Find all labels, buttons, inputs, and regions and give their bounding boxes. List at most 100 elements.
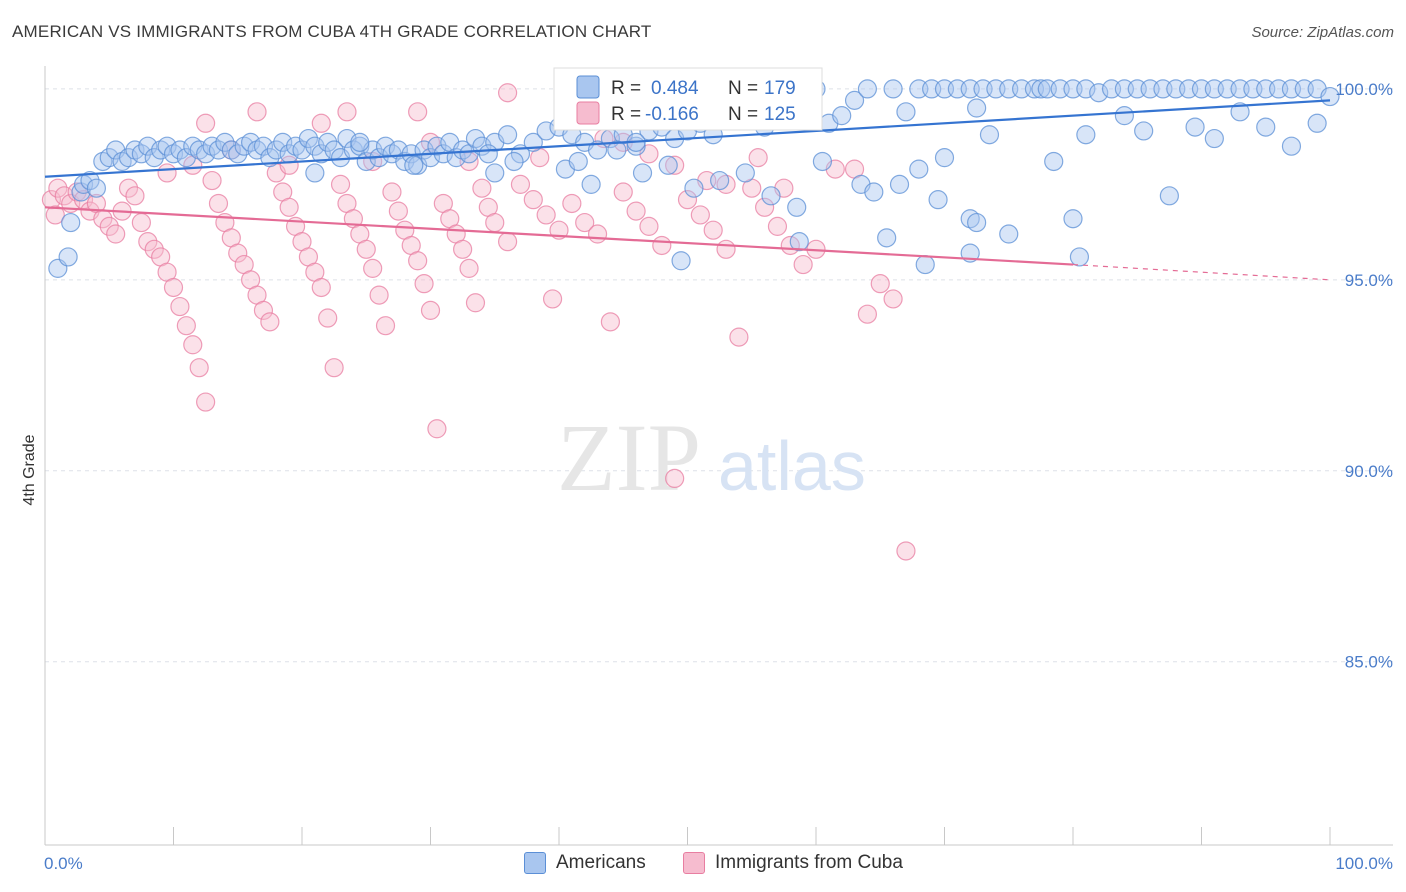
point-americans bbox=[671, 251, 691, 271]
point-americans bbox=[812, 151, 833, 172]
point-cuba bbox=[369, 285, 389, 305]
point-americans bbox=[877, 228, 897, 248]
point-cuba bbox=[408, 102, 428, 122]
point-cuba bbox=[48, 178, 68, 198]
point-americans bbox=[498, 125, 518, 145]
point-cuba bbox=[748, 148, 768, 168]
point-americans bbox=[86, 178, 107, 198]
point-cuba bbox=[208, 193, 229, 214]
point-cuba bbox=[125, 186, 145, 206]
point-americans bbox=[979, 125, 1000, 145]
point-cuba bbox=[118, 178, 139, 198]
point-americans bbox=[1159, 186, 1179, 206]
point-americans bbox=[1307, 113, 1327, 133]
point-americans bbox=[710, 170, 730, 191]
bottom-legend-label-americans: Americans bbox=[556, 852, 646, 873]
point-americans bbox=[318, 132, 338, 152]
point-americans bbox=[632, 163, 653, 183]
bottom-legend-swatch-cuba bbox=[683, 852, 705, 874]
point-americans bbox=[915, 254, 935, 275]
point-americans bbox=[581, 174, 601, 194]
point-americans bbox=[1076, 79, 1096, 99]
point-americans bbox=[292, 140, 312, 160]
point-americans bbox=[465, 128, 486, 149]
legend-r-americans: 0.484 bbox=[651, 78, 699, 99]
point-americans bbox=[1281, 136, 1302, 156]
point-americans bbox=[266, 140, 286, 160]
point-americans bbox=[1089, 83, 1109, 103]
point-cuba bbox=[600, 312, 621, 332]
point-americans bbox=[1076, 125, 1096, 145]
point-cuba bbox=[870, 274, 890, 294]
point-cuba bbox=[587, 224, 608, 244]
point-americans bbox=[305, 163, 325, 183]
legend: R = 0.484 N = 179 R = -0.166 N = 125 bbox=[553, 67, 823, 131]
point-cuba bbox=[896, 541, 916, 561]
point-cuba bbox=[665, 155, 685, 175]
x-tick-label: 0.0% bbox=[44, 854, 83, 873]
point-cuba bbox=[459, 258, 479, 278]
y-tick-label: 85.0% bbox=[1345, 653, 1393, 672]
trend-cuba-extension bbox=[1072, 263, 1331, 281]
point-americans bbox=[350, 132, 370, 152]
point-americans bbox=[1256, 117, 1276, 137]
point-cuba bbox=[131, 212, 151, 233]
point-cuba bbox=[883, 289, 903, 309]
point-cuba bbox=[196, 392, 216, 412]
point-cuba bbox=[138, 232, 158, 252]
point-americans bbox=[80, 170, 100, 191]
point-americans bbox=[1230, 102, 1250, 122]
point-americans bbox=[118, 148, 139, 168]
point-americans bbox=[1134, 121, 1154, 141]
legend-n-cuba: 125 bbox=[764, 104, 796, 125]
legend-swatch-americans bbox=[576, 75, 600, 99]
point-cuba bbox=[408, 251, 428, 271]
point-americans bbox=[1044, 151, 1064, 172]
point-americans bbox=[896, 102, 916, 122]
point-americans bbox=[928, 190, 948, 210]
x-tick-label: 100.0% bbox=[1335, 854, 1393, 873]
point-cuba bbox=[337, 102, 357, 122]
point-americans bbox=[864, 182, 884, 202]
legend-r-label-americans: R = bbox=[611, 78, 641, 99]
point-cuba bbox=[677, 190, 698, 210]
point-americans bbox=[504, 151, 524, 172]
point-cuba bbox=[523, 190, 543, 210]
point-cuba bbox=[729, 327, 749, 347]
point-americans bbox=[844, 90, 865, 110]
point-cuba bbox=[311, 277, 331, 298]
point-cuba bbox=[356, 239, 376, 259]
point-americans bbox=[241, 132, 261, 152]
point-cuba bbox=[510, 174, 531, 194]
point-cuba bbox=[144, 239, 164, 259]
legend-swatch-cuba bbox=[576, 101, 600, 125]
point-americans bbox=[170, 140, 190, 160]
point-americans bbox=[138, 136, 158, 156]
trend-cuba bbox=[44, 206, 1074, 266]
watermark-zip: ZIP bbox=[557, 404, 701, 511]
point-cuba bbox=[330, 174, 351, 194]
bottom-legend-swatch-americans bbox=[524, 852, 546, 874]
point-americans bbox=[253, 136, 274, 156]
point-americans bbox=[273, 132, 293, 152]
point-cuba bbox=[202, 170, 222, 191]
point-americans bbox=[478, 144, 498, 164]
point-americans bbox=[1114, 106, 1135, 126]
point-cuba bbox=[465, 293, 486, 313]
point-cuba bbox=[453, 239, 473, 259]
point-cuba bbox=[485, 212, 505, 233]
legend-n-label-cuba: N = bbox=[728, 104, 758, 125]
y-tick-label: 100.0% bbox=[1335, 80, 1393, 99]
point-cuba bbox=[414, 274, 434, 294]
legend-r-cuba: -0.166 bbox=[645, 104, 699, 125]
watermark: ZIP atlas bbox=[557, 404, 866, 511]
point-cuba bbox=[176, 316, 196, 336]
point-cuba bbox=[189, 358, 209, 378]
point-cuba bbox=[754, 197, 775, 217]
point-americans bbox=[789, 232, 809, 252]
point-cuba bbox=[767, 216, 788, 236]
point-americans bbox=[1204, 128, 1224, 149]
point-americans bbox=[375, 136, 396, 156]
tick-labels: 85.0% 90.0% 95.0% 100.0% 0.0% 100.0% bbox=[44, 80, 1393, 873]
point-americans bbox=[485, 163, 505, 183]
